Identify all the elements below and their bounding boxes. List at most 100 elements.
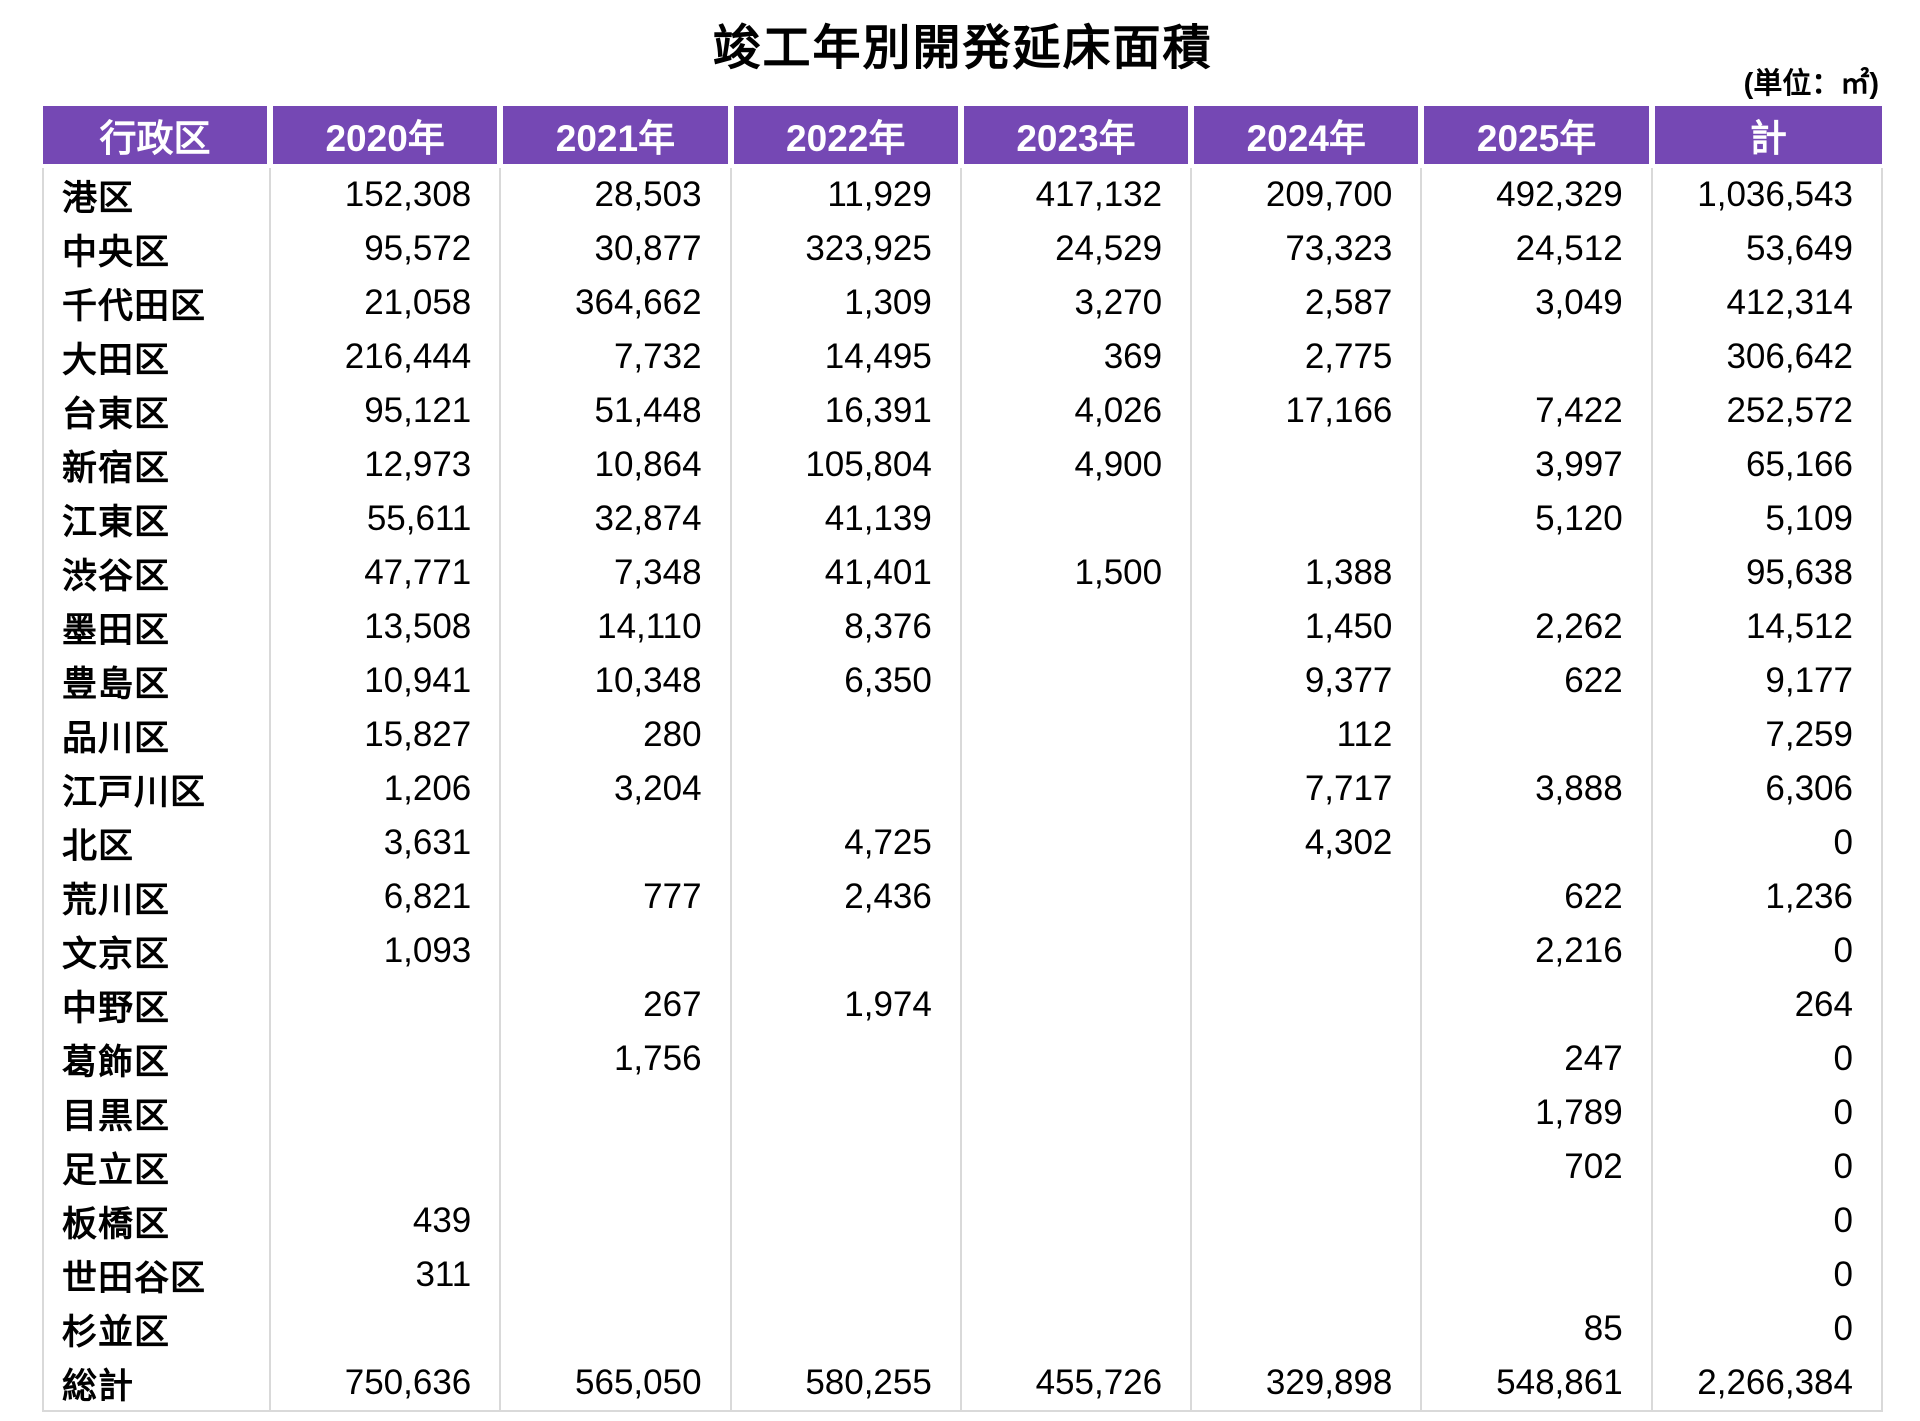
- cell-2022: 1,309: [729, 276, 961, 330]
- cell-2024: 209,700: [1190, 164, 1422, 222]
- cell-2023: 4,900: [959, 438, 1192, 492]
- table-row: 荒川区 6,821 777 2,436 622 1,236: [42, 870, 1884, 924]
- cell-2022: [729, 1302, 961, 1356]
- cell-2022: [729, 1194, 961, 1248]
- cell-2025: [1420, 1194, 1652, 1248]
- cell-2020: [268, 1032, 501, 1086]
- district-name: 中野区: [42, 978, 270, 1032]
- cell-2020: 21,058: [268, 276, 501, 330]
- cell-2025: 85: [1420, 1302, 1652, 1356]
- cell-2023: [959, 600, 1192, 654]
- cell-2024: [1190, 1086, 1422, 1140]
- district-name: 大田区: [42, 330, 270, 384]
- district-name: 台東区: [42, 384, 270, 438]
- cell-2025: 3,997: [1420, 438, 1652, 492]
- header-row: 行政区 2020年 2021年 2022年 2023年 2024年 2025年 …: [43, 106, 1882, 166]
- cell-2021: 364,662: [499, 276, 731, 330]
- cell-total: 5,109: [1650, 492, 1884, 546]
- table-row: 江東区 55,611 32,874 41,139 5,120 5,109: [42, 492, 1884, 546]
- title-bar: 竣工年別開発延床面積 (単位：㎡): [42, 6, 1883, 106]
- cell-2023: [959, 924, 1192, 978]
- cell-2023: 369: [959, 330, 1192, 384]
- cell-2021: 7,732: [499, 330, 731, 384]
- cell-2020: [268, 1140, 501, 1194]
- cell-2023: 3,270: [959, 276, 1192, 330]
- cell-2025: [1420, 978, 1652, 1032]
- cell-2020: [268, 1086, 501, 1140]
- cell-2023: 455,726: [959, 1356, 1192, 1412]
- cell-2022: 323,925: [729, 222, 961, 276]
- cell-2022: [729, 708, 961, 762]
- cell-2024: 112: [1190, 708, 1422, 762]
- cell-2020: [268, 1302, 501, 1356]
- cell-2021: 565,050: [499, 1356, 731, 1412]
- header-2024: 2024年: [1188, 106, 1422, 166]
- cell-2021: 28,503: [499, 164, 731, 222]
- cell-total: 0: [1650, 1194, 1884, 1248]
- cell-2024: [1190, 438, 1422, 492]
- cell-2022: [729, 1248, 961, 1302]
- cell-2020: 3,631: [268, 816, 501, 870]
- cell-2022: 2,436: [729, 870, 961, 924]
- cell-2023: 4,026: [959, 384, 1192, 438]
- cell-2023: [959, 978, 1192, 1032]
- cell-2023: 417,132: [959, 164, 1192, 222]
- cell-2021: 267: [499, 978, 731, 1032]
- district-name: 渋谷区: [42, 546, 270, 600]
- table-row: 台東区 95,121 51,448 16,391 4,026 17,166 7,…: [42, 384, 1884, 438]
- cell-2023: [959, 492, 1192, 546]
- cell-2024: [1190, 1302, 1422, 1356]
- table-row: 目黒区 1,789 0: [42, 1086, 1884, 1140]
- cell-2022: 41,401: [729, 546, 961, 600]
- table-row: 千代田区 21,058 364,662 1,309 3,270 2,587 3,…: [42, 276, 1884, 330]
- cell-2025: [1420, 546, 1652, 600]
- cell-2023: [959, 1302, 1192, 1356]
- cell-total: 6,306: [1650, 762, 1884, 816]
- cell-2022: 4,725: [729, 816, 961, 870]
- cell-2022: [729, 1032, 961, 1086]
- cell-total: 1,036,543: [1650, 164, 1884, 222]
- cell-2020: 1,206: [268, 762, 501, 816]
- cell-total: 0: [1650, 1140, 1884, 1194]
- cell-2025: [1420, 708, 1652, 762]
- table-row: 大田区 216,444 7,732 14,495 369 2,775 306,6…: [42, 330, 1884, 384]
- cell-2024: 2,587: [1190, 276, 1422, 330]
- table-row: 中野区 267 1,974 264: [42, 978, 1884, 1032]
- cell-2024: 1,388: [1190, 546, 1422, 600]
- cell-2021: 51,448: [499, 384, 731, 438]
- table-row: 港区 152,308 28,503 11,929 417,132 209,700…: [42, 164, 1884, 222]
- header-district: 行政区: [43, 106, 270, 166]
- table-row: 足立区 702 0: [42, 1140, 1884, 1194]
- district-name: 北区: [42, 816, 270, 870]
- table-row: 板橋区 439 0: [42, 1194, 1884, 1248]
- cell-2021: [499, 1302, 731, 1356]
- cell-2020: 750,636: [268, 1356, 501, 1412]
- table-row: 豊島区 10,941 10,348 6,350 9,377 622 9,177: [42, 654, 1884, 708]
- cell-2024: [1190, 1032, 1422, 1086]
- cell-2025: 548,861: [1420, 1356, 1652, 1412]
- cell-2021: [499, 924, 731, 978]
- table-row: 世田谷区 311 0: [42, 1248, 1884, 1302]
- cell-total: 0: [1650, 1248, 1884, 1302]
- cell-2023: [959, 1248, 1192, 1302]
- cell-2021: 10,864: [499, 438, 731, 492]
- cell-2021: 30,877: [499, 222, 731, 276]
- cell-2020: 13,508: [268, 600, 501, 654]
- district-name: 文京区: [42, 924, 270, 978]
- cell-2022: 580,255: [729, 1356, 961, 1412]
- cell-2020: 439: [268, 1194, 501, 1248]
- cell-2022: 1,974: [729, 978, 961, 1032]
- cell-2021: [499, 816, 731, 870]
- cell-total: 0: [1650, 1032, 1884, 1086]
- cell-2021: 10,348: [499, 654, 731, 708]
- cell-2020: 47,771: [268, 546, 501, 600]
- table-row: 江戸川区 1,206 3,204 7,717 3,888 6,306: [42, 762, 1884, 816]
- cell-2022: 16,391: [729, 384, 961, 438]
- cell-2025: 24,512: [1420, 222, 1652, 276]
- header-2022: 2022年: [727, 106, 961, 166]
- cell-2025: 5,120: [1420, 492, 1652, 546]
- header-total: 計: [1648, 106, 1882, 166]
- cell-2025: [1420, 816, 1652, 870]
- cell-2021: 14,110: [499, 600, 731, 654]
- table-row: 中央区 95,572 30,877 323,925 24,529 73,323 …: [42, 222, 1884, 276]
